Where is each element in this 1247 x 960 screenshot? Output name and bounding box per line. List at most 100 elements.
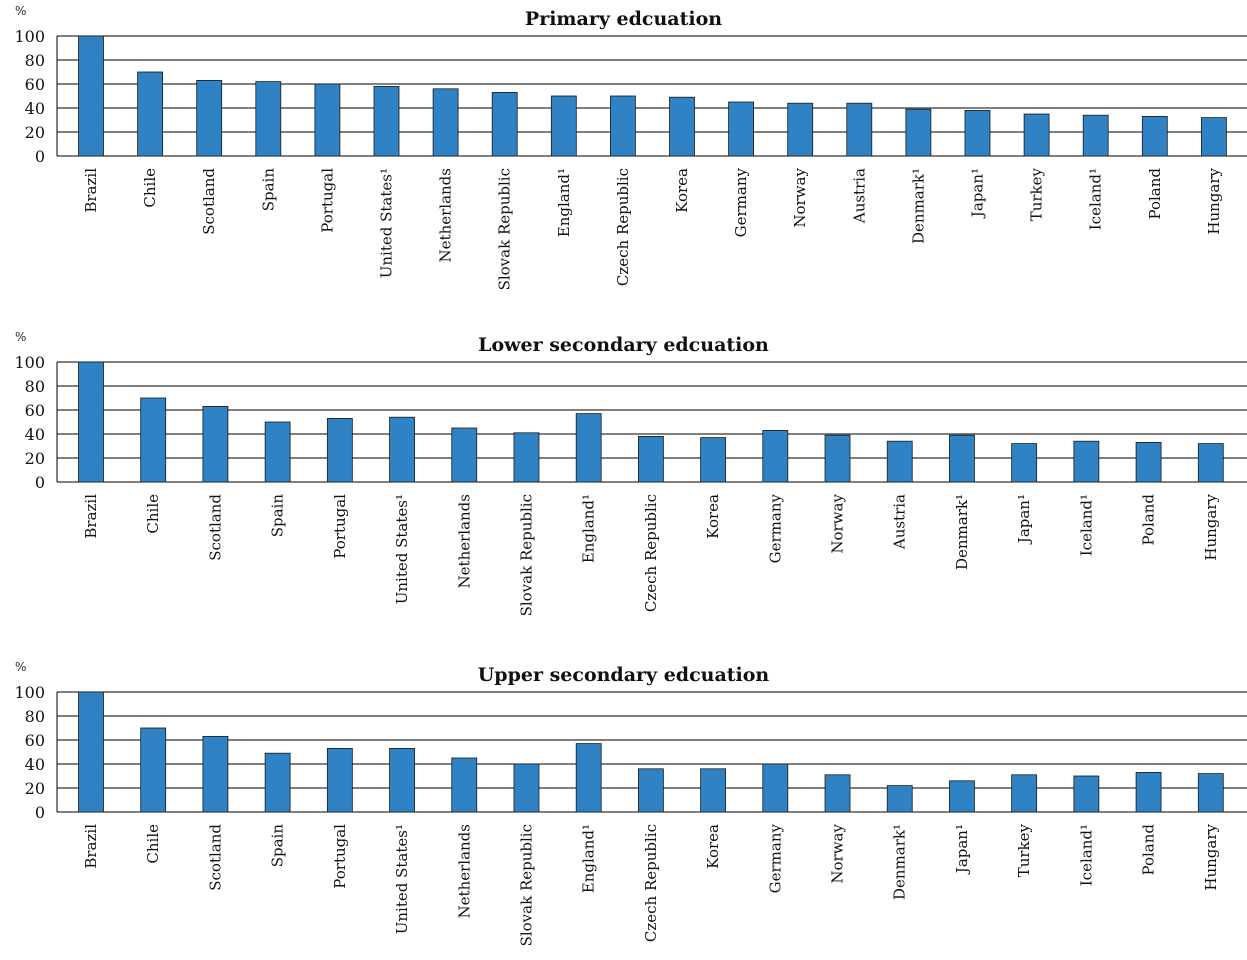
y-tick-label: 100: [14, 683, 45, 702]
y-tick-label: 0: [35, 147, 45, 166]
bar: [575, 743, 602, 813]
x-tick-label: Slovak Republic: [517, 494, 535, 616]
upper-secondary-education-plot: 0 20 40 60 80 100 Brazil Chile Scotland Spain Port…: [14, 683, 1247, 946]
bar: [140, 397, 167, 483]
bar: [762, 430, 789, 483]
y-tick-label: 60: [25, 731, 45, 750]
bar: [78, 361, 104, 483]
x-tick-label: Japan¹: [953, 824, 971, 875]
x-tick-label: United States¹: [393, 824, 411, 934]
x-tick-label: England¹: [555, 168, 573, 237]
x-tick-label: Scotland: [206, 824, 224, 891]
bar: [1197, 443, 1224, 483]
x-tick-label: Czech Republic: [642, 824, 660, 942]
x-tick-label: Korea: [673, 168, 691, 213]
chart-title: Upper secondary edcuation: [477, 664, 770, 686]
bar: [264, 421, 291, 483]
x-tick-label: Chile: [144, 494, 162, 534]
y-tick-label: 40: [25, 425, 45, 444]
bar: [728, 101, 754, 157]
bar: [949, 434, 975, 483]
bar: [78, 691, 104, 813]
y-tick-label: 80: [25, 377, 45, 396]
y-tick-label: 0: [35, 473, 45, 492]
y-tick-label: 100: [14, 27, 45, 46]
x-tick-label: Scotland: [200, 168, 218, 235]
x-tick-label: United States¹: [378, 168, 396, 278]
y-tick-label: 20: [25, 779, 45, 798]
x-tick-label: Brazil: [82, 824, 100, 869]
y-tick-label: 80: [25, 707, 45, 726]
x-tick-label: Japan¹: [1015, 494, 1033, 545]
y-tick-label: 0: [35, 803, 45, 822]
bar: [314, 83, 341, 157]
bar: [700, 768, 727, 813]
bar: [762, 763, 789, 813]
x-tick-label: Hungary: [1205, 167, 1223, 234]
x-tick-label: Chile: [141, 168, 159, 208]
bar: [550, 95, 577, 157]
bar: [575, 413, 602, 483]
x-tick-label: Denmark¹: [909, 168, 927, 244]
y-tick-label: 60: [25, 401, 45, 420]
bar: [451, 427, 478, 483]
bar: [1023, 113, 1050, 157]
bar: [700, 437, 727, 483]
x-tick-label: England¹: [580, 824, 598, 893]
chart-title: Primary edcuation: [524, 8, 723, 30]
bar: [513, 763, 540, 813]
x-tick-label: Spain: [269, 824, 287, 868]
x-tick-label: Japan¹: [969, 168, 987, 219]
bar: [1141, 116, 1168, 157]
bar: [787, 102, 814, 157]
x-tick-label: Norway: [829, 493, 847, 553]
x-tick-label: Portugal: [331, 824, 349, 889]
x-tick-label: Iceland¹: [1077, 824, 1095, 886]
x-tick-label: Korea: [704, 494, 722, 539]
chart-title: Lower secondary edcuation: [478, 334, 769, 356]
y-tick-label: 40: [25, 99, 45, 118]
x-tick-label: Brazil: [82, 168, 100, 213]
y-unit-label: %: [15, 660, 27, 674]
bar: [1201, 117, 1227, 157]
bar: [326, 418, 353, 483]
x-tick-label: Czech Republic: [614, 168, 632, 286]
x-tick-label: Portugal: [318, 168, 336, 233]
bar: [491, 92, 518, 157]
bar: [202, 736, 229, 813]
bar: [637, 768, 664, 813]
x-tick-label: Germany: [766, 823, 784, 893]
lower-secondary-education-plot: 0 20 40 60 80 100 Brazil Chile Scotland Spain Port…: [14, 353, 1247, 616]
x-tick-label: Poland: [1146, 168, 1164, 220]
x-tick-label: Austria: [891, 494, 909, 550]
y-unit-label: %: [15, 330, 27, 344]
bar: [202, 406, 229, 483]
bar: [373, 86, 400, 157]
x-tick-label: Spain: [269, 494, 287, 538]
bar: [1073, 440, 1100, 483]
x-tick-label: Netherlands: [455, 824, 473, 918]
x-tick-label: Hungary: [1202, 493, 1220, 560]
x-tick-label: Poland: [1140, 824, 1158, 876]
bar: [610, 95, 636, 157]
y-tick-label: 100: [14, 353, 45, 372]
bar: [669, 96, 695, 157]
bar: [1011, 774, 1038, 813]
bar: [78, 35, 104, 157]
x-tick-label: Slovak Republic: [496, 168, 514, 290]
bar: [824, 434, 851, 483]
bar: [389, 748, 415, 813]
upper-secondary-education-chart: % Upper secondary edcuation 0 20 40 60 80 100…: [0, 656, 1247, 960]
x-tick-label: Denmark¹: [891, 824, 909, 900]
bar: [451, 757, 478, 813]
y-tick-label: 20: [25, 449, 45, 468]
y-tick-label: 80: [25, 51, 45, 70]
x-tick-label: Scotland: [206, 494, 224, 561]
x-tick-label: Chile: [144, 824, 162, 864]
x-tick-label: Denmark¹: [953, 494, 971, 570]
bar: [432, 88, 459, 157]
bar: [824, 774, 851, 813]
x-tick-label: Norway: [791, 167, 809, 227]
x-tick-label: Norway: [829, 823, 847, 883]
x-tick-label: Iceland¹: [1077, 494, 1095, 556]
